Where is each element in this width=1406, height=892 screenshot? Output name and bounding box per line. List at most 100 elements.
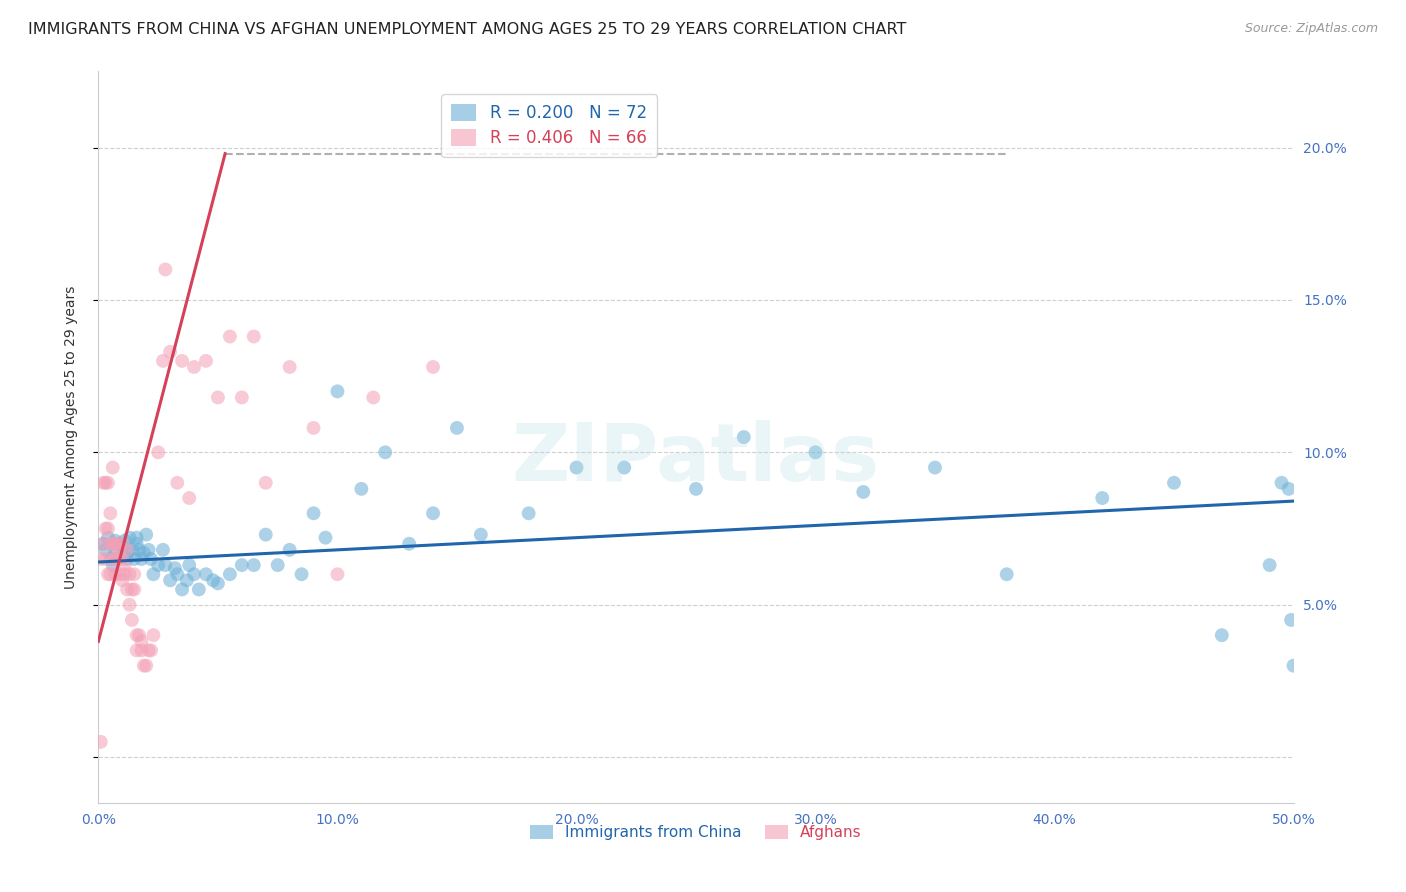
Point [94, 521, 117, 535]
Point [139, 643, 162, 657]
Point [111, 552, 134, 566]
Point [114, 558, 136, 573]
Point [94, 475, 117, 490]
Point [179, 558, 201, 573]
Point [517, 506, 540, 520]
Point [97, 521, 120, 535]
Point [159, 344, 181, 359]
Point [131, 634, 153, 648]
Point [422, 506, 444, 520]
Point [125, 628, 148, 642]
Point [138, 643, 160, 657]
Point [363, 391, 385, 405]
Point [1163, 475, 1185, 490]
Point [207, 576, 229, 591]
Point [613, 460, 636, 475]
Point [195, 354, 218, 368]
Point [91, 475, 114, 490]
Point [104, 533, 127, 548]
Point [111, 540, 134, 554]
Point [207, 391, 229, 405]
Point [114, 567, 136, 582]
Point [124, 552, 146, 566]
Point [115, 582, 138, 597]
Point [94, 542, 117, 557]
Point [135, 527, 157, 541]
Point [995, 567, 1018, 582]
Point [125, 531, 148, 545]
Point [108, 537, 131, 551]
Point [121, 582, 143, 597]
Point [1258, 558, 1281, 573]
Point [90, 735, 112, 749]
Point [166, 475, 188, 490]
Legend: Immigrants from China, Afghans: Immigrants from China, Afghans [524, 819, 868, 847]
Point [115, 542, 138, 557]
Point [97, 567, 120, 582]
Point [183, 359, 205, 374]
Point [231, 558, 253, 573]
Point [243, 558, 266, 573]
Point [1278, 482, 1301, 496]
Point [111, 574, 134, 588]
Point [1271, 475, 1294, 490]
Point [470, 527, 492, 541]
Point [231, 391, 253, 405]
Point [374, 445, 396, 459]
Point [183, 567, 205, 582]
Point [852, 485, 875, 500]
Point [107, 552, 129, 566]
Point [128, 628, 150, 642]
Point [97, 475, 120, 490]
Point [176, 574, 198, 588]
Point [254, 527, 277, 541]
Point [179, 491, 201, 505]
Point [107, 552, 129, 566]
Point [104, 552, 127, 566]
Point [172, 582, 194, 597]
Point [97, 531, 120, 545]
Point [187, 582, 209, 597]
Point [219, 567, 242, 582]
Point [1279, 613, 1302, 627]
Point [152, 354, 174, 368]
Point [104, 567, 127, 582]
Point [131, 643, 153, 657]
Point [98, 552, 122, 566]
Point [326, 384, 349, 399]
Point [108, 542, 131, 557]
Point [1211, 628, 1233, 642]
Point [446, 421, 468, 435]
Point [398, 537, 420, 551]
Point [172, 354, 194, 368]
Point [804, 445, 827, 459]
Point [326, 567, 349, 582]
Point [125, 537, 148, 551]
Point [111, 537, 134, 551]
Text: IMMIGRANTS FROM CHINA VS AFGHAN UNEMPLOYMENT AMONG AGES 25 TO 29 YEARS CORRELATI: IMMIGRANTS FROM CHINA VS AFGHAN UNEMPLOY… [28, 22, 907, 37]
Point [104, 537, 127, 551]
Point [94, 552, 117, 566]
Point [155, 558, 177, 573]
Point [101, 537, 124, 551]
Point [350, 482, 373, 496]
Point [685, 482, 707, 496]
Point [101, 558, 124, 573]
Point [166, 567, 188, 582]
Point [195, 567, 218, 582]
Point [125, 643, 148, 657]
Point [733, 430, 755, 444]
Point [98, 506, 122, 520]
Point [118, 531, 141, 545]
Point [267, 558, 290, 573]
Point [139, 552, 162, 566]
Point [565, 460, 588, 475]
Point [91, 537, 114, 551]
Point [98, 537, 122, 551]
Point [108, 567, 131, 582]
Point [163, 561, 186, 575]
Point [291, 567, 314, 582]
Point [148, 558, 170, 573]
Point [107, 537, 129, 551]
Point [115, 552, 138, 566]
